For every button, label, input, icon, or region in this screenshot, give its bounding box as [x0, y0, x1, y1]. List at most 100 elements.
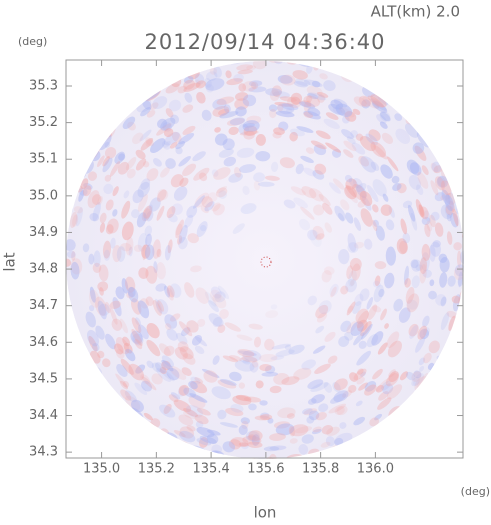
- radar-texture: [273, 127, 285, 136]
- radar-texture: [210, 286, 222, 299]
- radar-texture: [333, 390, 349, 403]
- radar-texture: [402, 200, 413, 209]
- radar-texture: [112, 186, 119, 197]
- radar-texture: [103, 183, 114, 195]
- radar-texture: [127, 287, 139, 303]
- radar-texture: [318, 300, 332, 315]
- radar-texture: [421, 252, 430, 272]
- radar-texture: [156, 189, 167, 202]
- radar-texture: [70, 258, 83, 275]
- radar-texture: [278, 121, 289, 131]
- radar-texture: [254, 415, 271, 421]
- radar-texture: [410, 259, 419, 269]
- radar-texture: [330, 99, 344, 110]
- radar-texture: [208, 313, 224, 327]
- radar-texture: [259, 414, 273, 421]
- radar-texture: [184, 214, 194, 228]
- radar-texture: [280, 74, 296, 86]
- radar-texture: [242, 120, 260, 133]
- radar-texture: [242, 185, 250, 196]
- radar-texture: [131, 298, 142, 315]
- radar-texture: [174, 69, 187, 77]
- radar-texture: [247, 441, 263, 448]
- radar-texture: [166, 285, 175, 298]
- radar-texture: [216, 96, 235, 105]
- radar-texture: [178, 414, 194, 426]
- radar-texture: [146, 109, 156, 118]
- radar-texture: [73, 206, 84, 214]
- radar-texture: [201, 368, 220, 378]
- x-tick-label: 135.6: [247, 462, 284, 477]
- radar-texture: [412, 142, 425, 154]
- radar-texture: [283, 199, 296, 209]
- radar-texture: [407, 204, 416, 222]
- radar-texture: [228, 126, 239, 136]
- radar-texture: [161, 355, 174, 368]
- radar-texture: [116, 364, 128, 377]
- radar-texture: [161, 360, 171, 371]
- radar-texture: [342, 116, 350, 124]
- radar-texture: [72, 214, 79, 227]
- radar-texture: [145, 210, 154, 222]
- radar-texture: [328, 103, 346, 116]
- radar-texture: [248, 86, 267, 93]
- radar-texture: [307, 379, 324, 390]
- radar-texture: [248, 430, 263, 441]
- radar-texture: [138, 267, 149, 279]
- radar-texture: [384, 323, 389, 329]
- radar-texture: [277, 407, 296, 419]
- radar-texture: [309, 229, 322, 247]
- y-tick-label: 34.5: [29, 371, 58, 386]
- radar-texture: [259, 364, 272, 372]
- radar-texture: [394, 113, 403, 122]
- radar-texture: [439, 257, 450, 273]
- radar-texture: [370, 161, 380, 171]
- radar-texture: [178, 132, 195, 145]
- radar-texture: [382, 193, 389, 202]
- radar-texture: [99, 222, 106, 233]
- radar-texture: [208, 192, 218, 202]
- radar-texture: [346, 265, 353, 280]
- radar-texture: [165, 158, 176, 169]
- radar-texture: [370, 141, 387, 158]
- radar-texture: [190, 265, 202, 273]
- radar-texture: [422, 269, 432, 278]
- radar-texture: [156, 248, 162, 258]
- radar-texture: [355, 400, 363, 407]
- radar-texture: [375, 378, 390, 392]
- radar-texture: [197, 318, 206, 327]
- radar-texture: [217, 379, 237, 389]
- radar-texture: [141, 244, 151, 259]
- radar-texture: [80, 178, 89, 190]
- radar-texture: [230, 404, 244, 413]
- radar-texture: [306, 95, 313, 103]
- radar-texture: [235, 394, 252, 402]
- radar-texture: [146, 322, 160, 339]
- radar-texture: [436, 175, 449, 188]
- radar-texture: [145, 137, 154, 147]
- radar-texture: [92, 262, 102, 274]
- radar-texture: [97, 300, 107, 320]
- radar-texture: [349, 257, 362, 271]
- radar-texture: [119, 380, 128, 390]
- radar-texture: [385, 219, 395, 231]
- radar-texture: [208, 300, 219, 312]
- radar-texture: [143, 161, 150, 168]
- radar-texture: [157, 118, 168, 129]
- radar-texture: [300, 155, 314, 164]
- radar-texture: [236, 64, 254, 71]
- radar-texture: [301, 359, 316, 370]
- radar-texture: [339, 107, 355, 118]
- radar-texture: [409, 325, 418, 339]
- radar-texture: [314, 363, 331, 374]
- radar-texture: [293, 197, 308, 209]
- radar-texture: [254, 336, 262, 348]
- radar-texture: [112, 297, 122, 317]
- radar-texture: [238, 442, 249, 447]
- radar-texture: [336, 405, 348, 416]
- radar-texture: [276, 103, 295, 115]
- radar-texture: [345, 212, 354, 224]
- radar-texture: [242, 359, 251, 365]
- radar-texture: [315, 412, 327, 421]
- radar-texture: [169, 366, 187, 380]
